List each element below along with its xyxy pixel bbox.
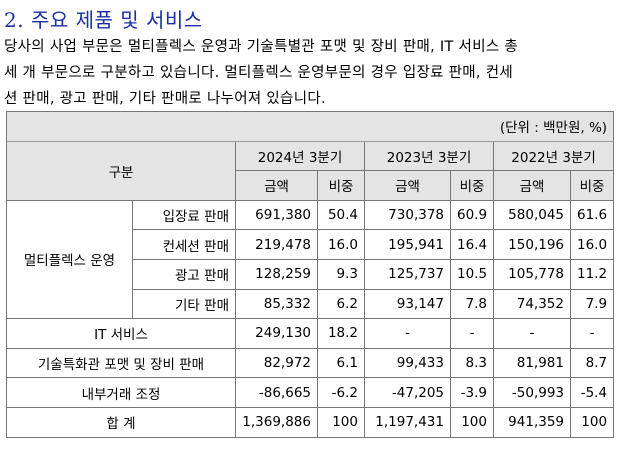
cell-value: 580,045 (493, 199, 571, 231)
total-row: 합 계 1,369,886 100 1,197,431 100 941,359 … (6, 406, 615, 438)
header-category: 구분 (6, 140, 236, 201)
row-label-total: 합 계 (6, 406, 236, 438)
cell-value: 81,981 (493, 347, 571, 379)
cell-value: 249,130 (235, 318, 318, 349)
cell-value: 100 (317, 406, 365, 438)
cell-value: 100 (569, 406, 615, 438)
row-label: 입장료 판매 (132, 199, 236, 231)
cell-value: -6.2 (317, 377, 365, 408)
table-row: 컨세션 판매 219,478 16.0 195,941 16.4 150,196… (7, 229, 615, 260)
header-ratio: 비중 (450, 170, 494, 201)
products-services-table: (단위 : 백만원, %) 구분 2024년 3분기 2023년 3분기 202… (5, 111, 615, 438)
cell-value: - (569, 318, 615, 349)
cell-value: 195,941 (364, 229, 451, 260)
cell-value: -47,205 (364, 377, 451, 408)
row-label: 내부거래 조정 (6, 377, 236, 408)
cell-value: 61.6 (569, 199, 615, 231)
group-label-multiplex: 멀티플렉스 운영 (6, 199, 133, 320)
cell-value: 16.4 (450, 229, 494, 260)
header-period-2024: 2024년 3분기 (235, 140, 365, 172)
header-amount: 금액 (364, 170, 451, 201)
cell-value: 150,196 (493, 229, 571, 260)
row-label: 광고 판매 (132, 258, 236, 290)
intro-line-1: 당사의 사업 부문은 멀티플렉스 운영과 기술특별관 포맷 및 장비 판매, I… (4, 39, 519, 55)
table-row: 멀티플렉스 운영 입장료 판매 691,380 50.4 730,378 60.… (6, 199, 615, 320)
cell-value: 16.0 (317, 229, 365, 260)
cell-value: 7.9 (569, 288, 615, 320)
cell-value: 9.3 (317, 258, 365, 290)
header-period-2023: 2023년 3분기 (364, 140, 494, 172)
cell-value: - (364, 318, 451, 349)
table-row: 기타 판매 85,332 6.2 93,147 7.8 74,352 7.9 (7, 288, 615, 320)
cell-value: 100 (450, 406, 494, 438)
header-ratio: 비중 (569, 170, 615, 201)
cell-value: -5.4 (569, 377, 615, 408)
cell-value: 99,433 (364, 347, 451, 379)
row-label: IT 서비스 (6, 318, 236, 349)
row-label: 컨세션 판매 (132, 229, 236, 260)
cell-value: 74,352 (493, 288, 571, 320)
intro-line-3: 션 판매, 광고 판매, 기타 판매로 나누어져 있습니다. (4, 91, 326, 107)
cell-value: 82,972 (235, 347, 318, 379)
row-label: 기술특화관 포맷 및 장비 판매 (6, 347, 236, 379)
table-row: 광고 판매 128,259 9.3 125,737 10.5 105,778 1… (7, 258, 615, 290)
cell-value: 10.5 (450, 258, 494, 290)
cell-value: 691,380 (235, 199, 318, 231)
cell-value: 93,147 (364, 288, 451, 320)
cell-value: 60.9 (450, 199, 494, 231)
cell-value: -50,993 (493, 377, 571, 408)
row-label: 기타 판매 (132, 288, 236, 320)
header-ratio: 비중 (317, 170, 365, 201)
cell-value: - (450, 318, 494, 349)
intro-line-2: 세 개 부문으로 구분하고 있습니다. 멀티플렉스 운영부문의 경우 입장료 판… (4, 65, 514, 81)
cell-value: 85,332 (235, 288, 318, 320)
table-row: IT 서비스 249,130 18.2 - - - - (6, 318, 615, 349)
cell-value: - (493, 318, 571, 349)
cell-value: 219,478 (235, 229, 318, 260)
cell-value: 8.3 (450, 347, 494, 379)
cell-value: 50.4 (317, 199, 365, 231)
cell-value: -3.9 (450, 377, 494, 408)
cell-value: 128,259 (235, 258, 318, 290)
cell-value: 18.2 (317, 318, 365, 349)
table-row: 기술특화관 포맷 및 장비 판매 82,972 6.1 99,433 8.3 8… (6, 347, 615, 379)
table-row: 내부거래 조정 -86,665 -6.2 -47,205 -3.9 -50,99… (6, 377, 615, 408)
cell-value: 16.0 (569, 229, 615, 260)
cell-value: 6.2 (317, 288, 365, 320)
unit-label: (단위 : 백만원, %) (5, 111, 615, 142)
header-amount: 금액 (493, 170, 571, 201)
cell-value: 730,378 (364, 199, 451, 231)
cell-value: -86,665 (235, 377, 318, 408)
cell-value: 1,369,886 (235, 406, 318, 438)
header-period-2022: 2022년 3분기 (492, 140, 615, 172)
cell-value: 6.1 (317, 347, 365, 379)
cell-value: 941,359 (493, 406, 571, 438)
header-amount: 금액 (235, 170, 318, 201)
section-title: 2. 주요 제품 및 서비스 (4, 8, 203, 32)
cell-value: 8.7 (569, 347, 615, 379)
cell-value: 7.8 (450, 288, 494, 320)
section-intro: 당사의 사업 부문은 멀티플렉스 운영과 기술특별관 포맷 및 장비 판매, I… (4, 34, 610, 112)
cell-value: 11.2 (569, 258, 615, 290)
cell-value: 105,778 (493, 258, 571, 290)
cell-value: 1,197,431 (364, 406, 451, 438)
cell-value: 125,737 (364, 258, 451, 290)
